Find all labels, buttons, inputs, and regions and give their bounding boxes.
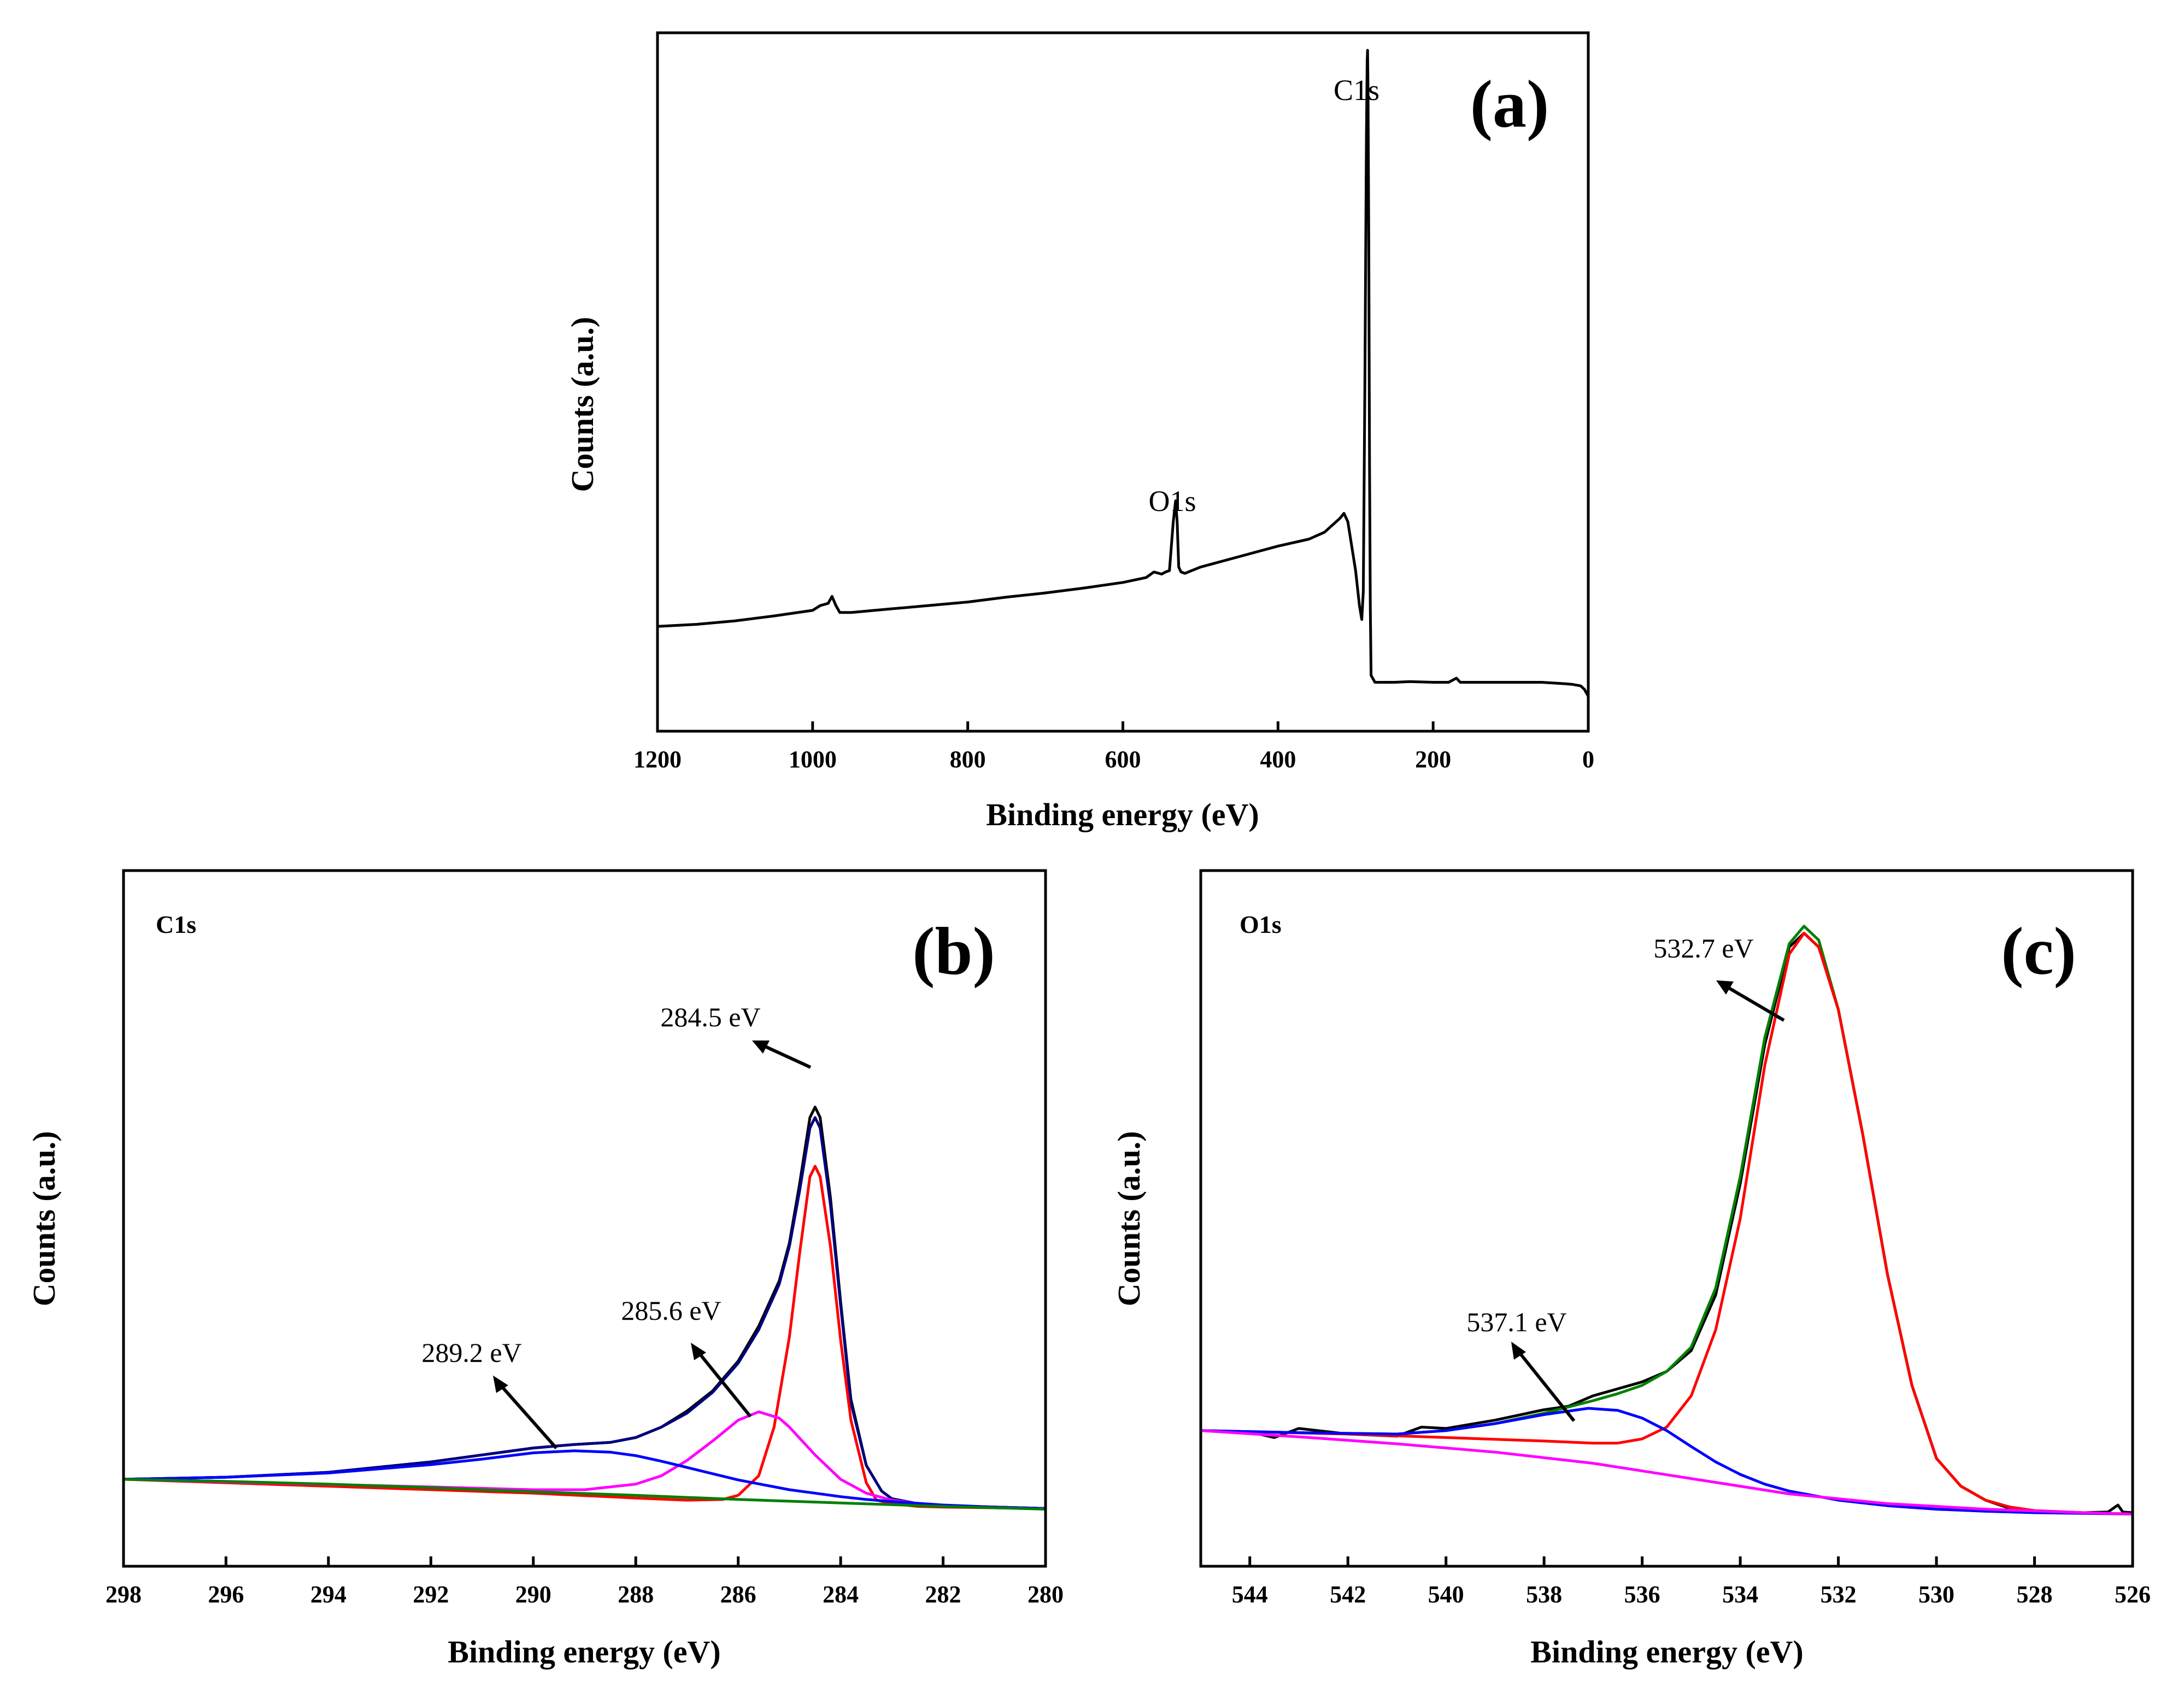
survey-x-axis-label: Binding energy (eV): [986, 797, 1259, 832]
c1s-spectrum-panel: 298 296 294 292 290 288 286 284 282 280 Binding e…: [26, 869, 1064, 1670]
c1s-x-tick-label: 284: [823, 1581, 859, 1608]
o1s-x-tick-label: 542: [1330, 1581, 1366, 1608]
o1s-peak-532-7-label: 532.7 eV: [1653, 933, 1753, 963]
c1s-peak-289-2-label: 289.2 eV: [421, 1337, 521, 1368]
c1s-y-axis-label: Counts (a.u.): [26, 1131, 62, 1307]
o1s-x-tick-label: 538: [1526, 1581, 1562, 1608]
o1s-x-tick-label: 526: [2115, 1581, 2151, 1608]
survey-panel-letter: (a): [1470, 67, 1549, 142]
survey-x-ticks: 1200 1000 800 600 400 200 0: [633, 721, 1594, 773]
c1s-series-5: [123, 1478, 1046, 1511]
c1s-x-tick-label: 290: [515, 1581, 551, 1608]
c1s-series-1: [123, 1116, 1046, 1510]
o1s-series-layer: [1200, 925, 2133, 1515]
o1s-panel-letter: (c): [2001, 914, 2076, 989]
c1s-x-tick-label: 296: [208, 1581, 244, 1608]
o1s-peak-537-1-label: 537.1 eV: [1466, 1307, 1566, 1337]
c1s-peak-284-5-arrowhead: [752, 1041, 770, 1054]
c1s-x-tick-label: 280: [1028, 1581, 1064, 1608]
survey-x-tick-label: 200: [1415, 746, 1451, 773]
survey-x-tick-label: 1200: [633, 746, 682, 773]
c1s-x-tick-label: 294: [310, 1581, 347, 1608]
c1s-plot-frame: [122, 869, 1047, 1568]
c1s-peak-289-2-arrowhead: [493, 1376, 508, 1393]
c1s-peak-285-6-arrowhead: [691, 1343, 706, 1360]
survey-series-0: [657, 49, 1590, 697]
c1s-x-axis-label: Binding energy (eV): [448, 1634, 720, 1670]
o1s-x-tick-label: 528: [2017, 1581, 2053, 1608]
o1s-y-axis-label: Counts (a.u.): [1111, 1131, 1147, 1307]
survey-x-tick-label: 400: [1260, 746, 1296, 773]
o1s-x-tick-label: 536: [1624, 1581, 1660, 1608]
o1s-peak-537-1-arrow: [1518, 1351, 1576, 1422]
survey-x-tick-label: 0: [1582, 746, 1594, 773]
survey-x-tick-label: 1000: [789, 746, 837, 773]
o1s-spectrum-panel: 544 542 540 538 536 534 532 530 528 526 Binding e…: [1111, 869, 2151, 1670]
o1s-peak-532-7-arrow: [1726, 985, 1785, 1022]
survey-plot-frame: [656, 31, 1590, 733]
c1s-x-tick-label: 292: [413, 1581, 449, 1608]
c1s-peak-289-2-arrow: [500, 1385, 558, 1449]
c1s-x-tick-label: 288: [618, 1581, 654, 1608]
c1s-series-0: [123, 1106, 1046, 1510]
o1s-x-tick-label: 534: [1722, 1581, 1758, 1608]
o1s-series-3: [1200, 1407, 2133, 1515]
o1s-x-tick-label: 530: [1918, 1581, 1954, 1608]
c1s-panel-letter: (b): [912, 914, 995, 989]
c1s-series-2: [123, 1165, 1046, 1510]
c1s-x-tick-label: 298: [105, 1581, 142, 1608]
o1s-peak-537-1-arrowhead: [1511, 1342, 1526, 1360]
c1s-peak-284-5-label: 284.5 eV: [660, 1002, 760, 1032]
o1s-core-label: O1s: [1240, 910, 1282, 938]
c1s-peak-285-6-label: 285.6 eV: [621, 1295, 721, 1326]
c1s-x-tick-label: 282: [925, 1581, 961, 1608]
c1s-peak-284-5-arrow: [763, 1044, 812, 1069]
survey-x-tick-label: 800: [950, 746, 986, 773]
c1s-series-4: [123, 1449, 1046, 1510]
c1s-core-label: C1s: [156, 910, 196, 938]
o1s-plot-frame: [1199, 869, 2134, 1568]
o1s-series-2: [1200, 932, 2133, 1515]
survey-series-layer: [657, 49, 1590, 697]
o1s-x-tick-label: 544: [1232, 1581, 1268, 1608]
o1s-peak-label: O1s: [1148, 485, 1196, 518]
o1s-series-4: [1200, 1429, 2133, 1515]
survey-spectrum-panel: 1200 1000 800 600 400 200 0 Binding energy (eV…: [565, 31, 1594, 832]
c1s-peak-285-6-arrow: [698, 1353, 752, 1418]
c1s-peak-label: C1s: [1334, 74, 1379, 107]
o1s-x-tick-label: 532: [1821, 1581, 1857, 1608]
c1s-series-layer: [123, 1106, 1046, 1511]
o1s-x-tick-label: 540: [1428, 1581, 1464, 1608]
survey-y-axis-label: Counts (a.u.): [565, 317, 600, 492]
c1s-x-tick-label: 286: [720, 1581, 756, 1608]
o1s-peak-532-7-arrowhead: [1716, 980, 1734, 995]
c1s-x-ticks: 298 296 294 292 290 288 286 284 282 280: [105, 1556, 1064, 1608]
o1s-x-ticks: 544 542 540 538 536 534 532 530 528 526: [1232, 1556, 2151, 1608]
survey-x-tick-label: 600: [1105, 746, 1141, 773]
o1s-x-axis-label: Binding energy (eV): [1530, 1634, 1803, 1670]
